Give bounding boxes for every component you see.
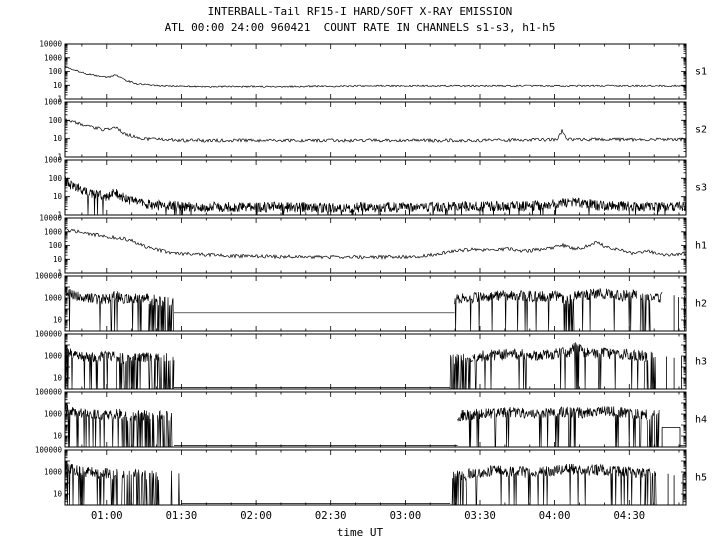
chart-subtitle: ATL 00:00 24:00 960421 COUNT RATE IN CHA… (164, 21, 556, 34)
y-tick-label: 1 (57, 269, 62, 278)
panel-s3: 1000 100 10 1 s3 (44, 156, 707, 220)
y-tick-label: 100000 (35, 330, 63, 339)
chart-title: INTERBALL-Tail RF15-I HARD/SOFT X-RAY EM… (207, 5, 513, 18)
y-tick-label: 100 (48, 174, 62, 183)
y-tick-label: 10000 (39, 40, 62, 49)
y-tick-label: 1000 (44, 352, 63, 361)
channel-label-h1: h1 (695, 241, 707, 252)
channel-label-s1: s1 (695, 67, 707, 78)
y-tick-label: 100 (48, 116, 62, 125)
y-tick-label: 1000 (44, 227, 63, 236)
panel-h5: 100000 1000 10 h5 01:00 01:30 02:00 02:30 03:00 0… (35, 446, 707, 523)
y-tick-label: 100000 (35, 388, 63, 397)
y-tick-label: 100 (48, 67, 62, 76)
channel-label-h5: h5 (695, 473, 707, 484)
x-tick-label: 01:30 (166, 510, 198, 522)
y-tick-label: 10 (53, 316, 63, 325)
channel-label-h2: h2 (695, 299, 707, 310)
y-tick-label: 10000 (39, 214, 62, 223)
y-tick-label: 1 (57, 153, 62, 162)
y-tick-label: 10 (53, 81, 63, 90)
panel-h4: 100000 1000 10 h4 (35, 388, 707, 448)
x-tick-label: 04:00 (539, 510, 571, 522)
panel-h3: 100000 1000 10 h3 (35, 330, 707, 390)
x-tick-label: 02:30 (315, 510, 347, 522)
y-tick-label: 1 (57, 211, 62, 220)
y-tick-label: 100000 (35, 272, 63, 281)
x-axis-label: time UT (336, 526, 384, 539)
x-tick-label: 03:00 (390, 510, 422, 522)
channel-label-h4: h4 (695, 415, 707, 426)
channel-label-s3: s3 (695, 183, 707, 194)
y-tick-label: 10 (53, 255, 63, 264)
x-tick-label: 04:30 (613, 510, 645, 522)
y-tick-label: 100000 (35, 446, 63, 455)
y-tick-label: 1000 (44, 98, 63, 107)
channel-label-h3: h3 (695, 357, 707, 368)
panel-s2: 1000 100 10 1 s2 (44, 98, 707, 162)
y-tick-label: 1000 (44, 410, 63, 419)
panel-h1: 10000 1000 100 10 1 h1 (39, 214, 707, 278)
panel-s1: 10000 1000 100 10 1 s1 (39, 40, 707, 104)
y-tick-label: 10 (53, 134, 63, 143)
y-tick-label: 10 (53, 374, 63, 383)
y-tick-label: 10 (53, 432, 63, 441)
y-tick-label: 100 (48, 241, 62, 250)
y-tick-label: 10 (53, 192, 63, 201)
x-tick-label: 02:00 (240, 510, 272, 522)
y-tick-label: 1000 (44, 294, 63, 303)
channel-label-s2: s2 (695, 125, 707, 136)
y-tick-label: 10 (53, 490, 63, 499)
y-tick-label: 1000 (44, 53, 63, 62)
y-tick-label: 1000 (44, 468, 63, 477)
y-tick-label: 1000 (44, 156, 63, 165)
x-tick-label: 03:30 (464, 510, 496, 522)
panel-h2: 100000 1000 10 h2 (35, 272, 707, 332)
x-tick-label: 01:00 (91, 510, 123, 522)
y-tick-label: 1 (57, 95, 62, 104)
